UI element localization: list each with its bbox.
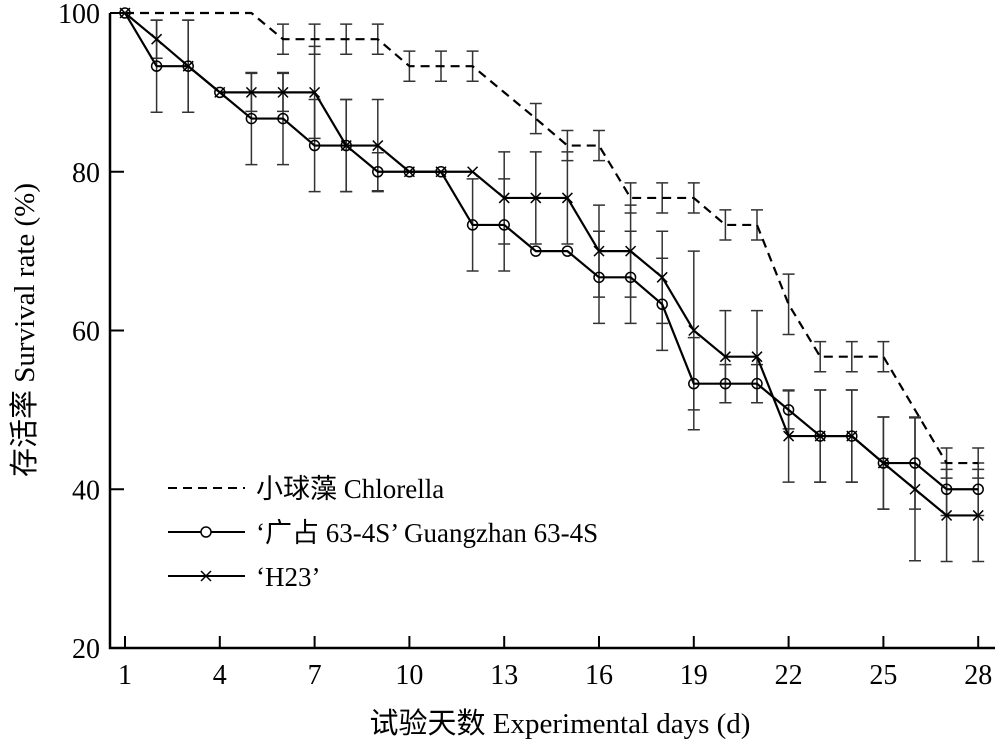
data-point-circle bbox=[498, 219, 510, 231]
data-point-x bbox=[435, 166, 447, 178]
data-point-circle bbox=[972, 483, 984, 495]
series-line-2 bbox=[124, 12, 979, 517]
data-point-x bbox=[909, 483, 921, 495]
error-bar bbox=[529, 102, 542, 135]
y-tick-label: 40 bbox=[72, 475, 100, 506]
data-point-x bbox=[877, 457, 889, 469]
x-tick-label: 22 bbox=[775, 660, 803, 691]
legend-marker-circle bbox=[200, 526, 212, 538]
data-point-circle bbox=[688, 377, 700, 390]
data-point-circle bbox=[245, 112, 258, 125]
data-point-circle bbox=[719, 377, 732, 390]
y-tick-label: 60 bbox=[72, 317, 100, 348]
legend-label-h23: ‘H23’ bbox=[256, 562, 320, 592]
data-point-x bbox=[561, 192, 573, 204]
data-point-x bbox=[941, 509, 953, 521]
data-point-x bbox=[719, 351, 731, 363]
y-axis-label: 存活率 Survival rate (%) bbox=[8, 183, 41, 477]
data-point-circle bbox=[372, 166, 384, 178]
x-tick-label: 13 bbox=[490, 660, 518, 691]
error-bar bbox=[593, 129, 605, 162]
data-point-x bbox=[530, 192, 542, 204]
data-point-x bbox=[688, 324, 700, 337]
data-point-x bbox=[751, 351, 763, 363]
error-bar bbox=[751, 209, 763, 241]
x-tick-label: 7 bbox=[308, 660, 322, 691]
data-point-x bbox=[783, 430, 795, 442]
data-point-x bbox=[403, 166, 415, 178]
x-tick-label: 19 bbox=[680, 660, 708, 691]
data-point-x bbox=[119, 7, 131, 19]
data-point-x bbox=[309, 86, 321, 98]
axis-frame bbox=[108, 13, 995, 650]
data-point-circle bbox=[530, 245, 542, 257]
y-tick-label: 80 bbox=[72, 158, 100, 189]
error-bar bbox=[814, 340, 827, 373]
legend-marker-x bbox=[200, 570, 212, 582]
axes bbox=[108, 12, 995, 650]
error-bar bbox=[719, 209, 732, 241]
series-line-1 bbox=[124, 12, 979, 491]
data-point-x bbox=[593, 245, 605, 257]
data-point-circle bbox=[119, 7, 131, 19]
data-point-circle bbox=[751, 377, 763, 390]
x-axis-label: 试验天数 Experimental days (d) bbox=[370, 707, 751, 740]
x-tick-label: 16 bbox=[585, 660, 613, 691]
tick-labels: 1 4 7 10 13 16 19 22 25 28 20 40 60 80 100 bbox=[58, 0, 992, 691]
legend: 小球藻 Chlorella ‘广占 63-4S’ Guangzhan 63-4S… bbox=[168, 474, 598, 592]
data-point-circle bbox=[782, 404, 795, 416]
data-point-x bbox=[340, 140, 352, 152]
y-tick-label: 100 bbox=[58, 0, 100, 30]
series-line-0 bbox=[125, 11, 979, 465]
x-tick-label: 25 bbox=[869, 660, 897, 691]
error-bar bbox=[782, 273, 795, 336]
data-point-x bbox=[151, 33, 163, 45]
data-point-x bbox=[846, 430, 858, 442]
error-bar bbox=[845, 340, 858, 373]
data-point-x bbox=[972, 509, 984, 521]
data-point-x bbox=[277, 86, 289, 98]
data-point-x bbox=[625, 245, 637, 257]
data-point-circle bbox=[150, 60, 163, 72]
data-point-x bbox=[656, 271, 668, 283]
data-point-x bbox=[467, 166, 479, 178]
data-point-circle bbox=[277, 112, 289, 125]
data-point-circle bbox=[877, 457, 890, 469]
x-tick-label: 4 bbox=[213, 660, 227, 691]
x-tick-label: 1 bbox=[118, 660, 132, 691]
legend-label-chlorella: 小球藻 Chlorella bbox=[256, 474, 444, 504]
y-tick-label: 20 bbox=[72, 634, 100, 665]
data-point-x bbox=[214, 86, 226, 98]
data-point-circle bbox=[940, 483, 953, 495]
data-point-circle bbox=[624, 271, 637, 284]
series-lines bbox=[119, 7, 984, 521]
data-point-circle bbox=[593, 271, 605, 284]
data-point-x bbox=[245, 86, 257, 98]
data-point-x bbox=[372, 140, 384, 152]
data-point-circle bbox=[656, 298, 668, 311]
data-point-circle bbox=[308, 139, 321, 152]
data-point-x bbox=[814, 430, 826, 442]
data-point-circle bbox=[561, 245, 574, 257]
error-bar bbox=[877, 340, 890, 373]
data-point-circle bbox=[466, 219, 479, 231]
x-tick-label: 28 bbox=[964, 660, 992, 691]
data-point-x bbox=[182, 60, 194, 72]
data-point-x bbox=[498, 192, 510, 204]
legend-label-guangzhan: ‘广占 63-4S’ Guangzhan 63-4S bbox=[256, 518, 598, 548]
data-point-circle bbox=[909, 457, 921, 469]
x-tick-label: 10 bbox=[395, 660, 423, 691]
data-point-circle bbox=[182, 60, 194, 72]
